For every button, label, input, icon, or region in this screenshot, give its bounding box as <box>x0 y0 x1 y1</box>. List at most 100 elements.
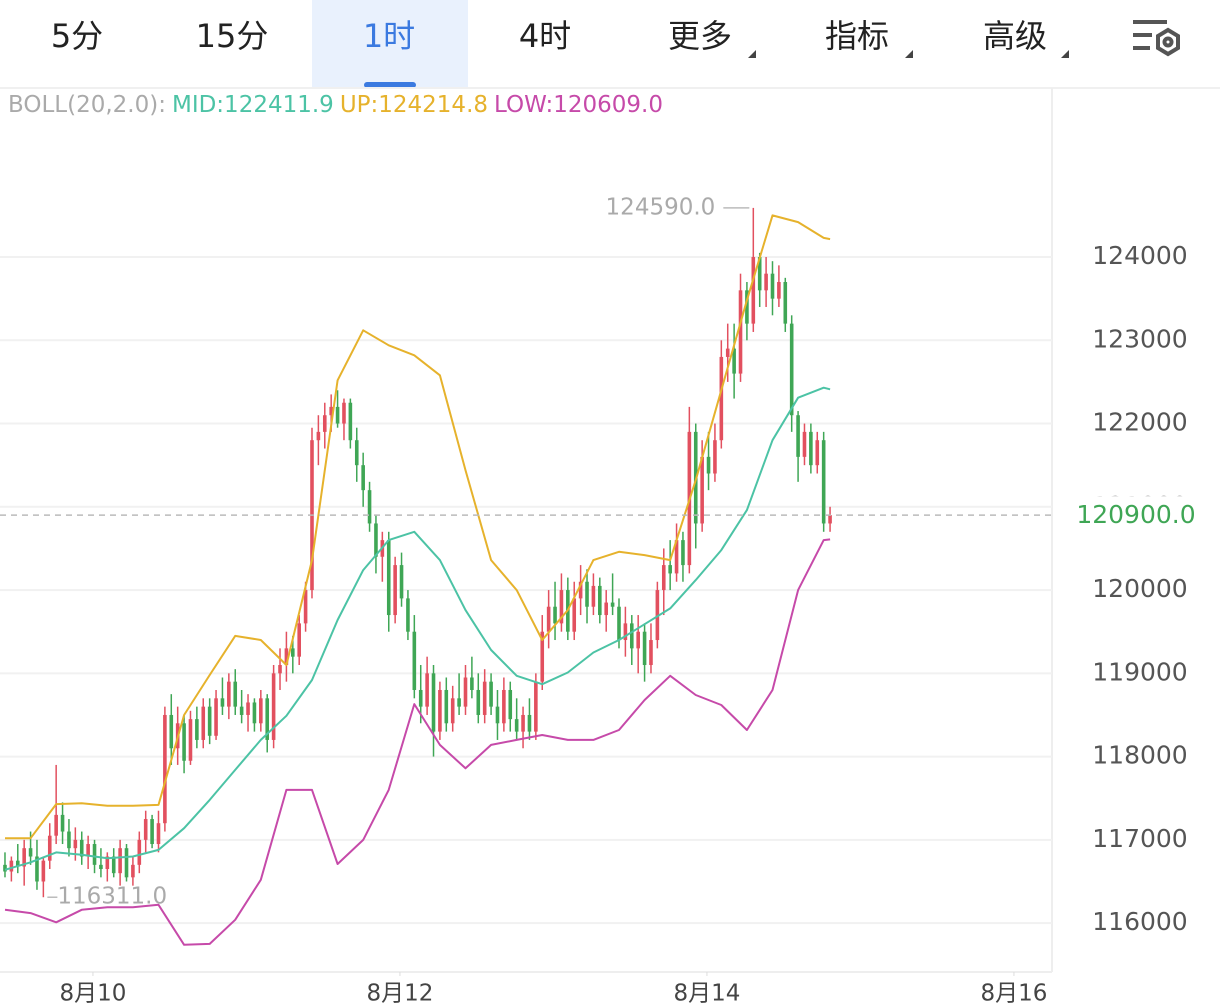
candle-body <box>738 290 743 374</box>
candle-body <box>28 848 33 857</box>
candle-body <box>668 565 672 574</box>
tab[interactable]: 高级 <box>983 17 1047 55</box>
candle-body <box>655 590 660 641</box>
candle-body <box>649 640 653 666</box>
y-tick-label: 122000 <box>1092 408 1187 437</box>
candle-body <box>470 677 474 690</box>
candle-body <box>354 440 359 466</box>
candle-body <box>725 348 730 357</box>
candle-body <box>118 848 122 874</box>
candle-body <box>719 356 724 441</box>
tab-selected-bg <box>312 0 468 88</box>
tab[interactable]: 5分 <box>51 17 103 55</box>
candle-body <box>418 689 423 707</box>
y-tick-label: 123000 <box>1092 324 1187 353</box>
indicator-name: BOLL(20,2.0): <box>8 92 166 118</box>
band-line <box>5 214 831 840</box>
candle-body <box>495 706 500 724</box>
candle-body <box>163 714 167 824</box>
candle-body <box>86 844 90 857</box>
candle-body <box>585 581 589 607</box>
candle-body <box>303 590 308 624</box>
candle-body <box>361 465 365 491</box>
candle-body <box>22 848 26 867</box>
last-price-box <box>1056 496 1218 535</box>
candle-body <box>450 698 455 724</box>
candle-body <box>476 689 481 715</box>
candle-body <box>559 590 564 624</box>
band-line <box>4 386 831 871</box>
candle-body <box>188 719 193 761</box>
candle-body <box>802 431 807 457</box>
tab[interactable]: 15分 <box>196 17 269 55</box>
candle-body <box>578 581 583 599</box>
candle-body <box>67 831 71 849</box>
candle-body <box>239 706 244 715</box>
candle-body <box>508 689 513 720</box>
candle-body <box>617 606 621 641</box>
candle-body <box>233 681 238 707</box>
tab[interactable]: 更多 <box>668 17 732 55</box>
y-tick-label: 118000 <box>1092 741 1187 770</box>
candle-body <box>271 673 276 740</box>
candle-body <box>15 860 20 867</box>
y-tick-label: 119000 <box>1092 657 1187 686</box>
candle-body <box>604 602 609 616</box>
x-tick-label: 8月10 <box>59 981 126 1007</box>
candle-body <box>642 631 647 666</box>
candle-body <box>99 864 103 870</box>
candle-body <box>636 631 640 649</box>
candle-body <box>73 839 78 849</box>
candle-body <box>751 257 756 324</box>
tab[interactable]: 4时 <box>519 17 571 55</box>
candle-body <box>681 540 685 566</box>
candle-body <box>124 848 129 878</box>
candle-body <box>265 698 270 740</box>
high-label: 124590.0 <box>606 194 716 220</box>
candle-body <box>527 714 532 732</box>
candle-body <box>546 606 551 632</box>
candle-body <box>764 273 768 291</box>
candle-body <box>598 585 602 616</box>
candle-body <box>534 681 538 732</box>
x-tick-label: 8月16 <box>980 981 1047 1007</box>
candle-body <box>412 631 417 690</box>
candle-body <box>246 702 250 715</box>
candle-body <box>783 282 788 324</box>
last-price-label: 120900.0 <box>1076 500 1195 529</box>
candle-body <box>770 273 775 299</box>
candle-body <box>438 689 442 732</box>
candle-body <box>9 860 14 872</box>
candle-body <box>35 856 39 882</box>
candle-body <box>137 839 142 865</box>
candle-body <box>821 440 826 524</box>
candle-body <box>329 406 333 416</box>
y-tick-label: 117000 <box>1092 824 1187 853</box>
candle-body <box>92 844 97 865</box>
candle-body <box>79 839 84 857</box>
candle-body <box>60 814 65 832</box>
candle-body <box>291 648 295 657</box>
candle-body <box>431 673 436 732</box>
candle-body <box>195 719 199 740</box>
candle-body <box>252 702 257 724</box>
candle-body <box>54 814 58 836</box>
candle-body <box>789 323 794 416</box>
candle-body <box>214 698 218 736</box>
legend-entry: UP:124214.8 <box>340 92 488 118</box>
legend-entry: LOW:120609.0 <box>494 92 663 118</box>
candle-body <box>297 623 302 657</box>
settings-icon[interactable] <box>1133 20 1180 57</box>
candle-body <box>47 835 52 861</box>
candle-body <box>182 723 186 761</box>
candle-body <box>41 860 46 882</box>
candle-body <box>757 257 762 291</box>
candle-body <box>278 665 282 674</box>
candle-body <box>143 819 148 840</box>
y-tick-label: 120000 <box>1092 574 1187 603</box>
candle-body <box>629 623 634 649</box>
tab[interactable]: 1时 <box>363 17 415 55</box>
tab[interactable]: 指标 <box>825 17 889 55</box>
candle-body <box>284 648 289 666</box>
